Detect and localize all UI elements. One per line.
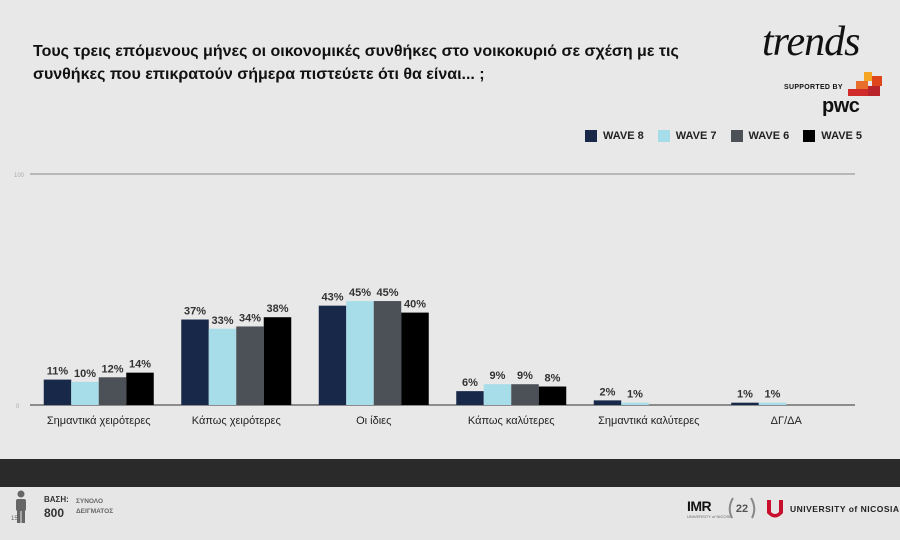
legend-label-wave6: WAVE 6 [748,130,790,142]
bar-wave-8 [456,391,484,405]
bar-wave-8 [731,402,759,405]
data-label: 6% [462,377,478,389]
bar-wave-6 [98,377,127,405]
footer-band [0,459,900,487]
bar-wave-6 [511,384,539,405]
university-nicosia-name: UNIVERSITY of NICOSIA [790,504,900,514]
data-label: 9% [490,370,506,382]
bar-wave-7 [208,328,237,405]
data-label: 1% [737,389,753,401]
data-label: 9% [517,370,533,382]
data-label: 2% [600,386,616,398]
page-number: 15 [11,516,18,522]
legend-swatch-wave6 [730,130,743,142]
category-label: Κάπως καλύτερες [468,415,555,427]
anniversary-number: 22 [736,503,748,515]
legend-item-wave5: WAVE 5 [803,130,862,142]
trends-logo: trends [762,19,860,65]
category-label: Σημαντικά χειρότερες [47,415,151,427]
data-label: 14% [129,359,151,371]
data-label: 11% [47,366,69,378]
y-tick-label: 0 [16,404,20,410]
data-label: 10% [74,368,96,380]
imr-subtitle: UNIVERSITY of NICOSIA [687,514,733,519]
base-description: ΣΥΝΟΛΟ ΔΕΙΓΜΑΤΟΣ [76,498,114,515]
laurel-anniversary-icon: 22 [728,497,756,519]
legend-label-wave5: WAVE 5 [821,130,863,142]
bar-wave-8 [318,305,347,405]
bar-wave-5 [401,312,429,405]
bar-wave-7 [621,402,649,405]
legend-item-wave7: WAVE 7 [657,130,717,142]
bar-wave-5 [538,386,567,405]
category-label: ΔΓ/ΔΑ [771,415,803,427]
bar-wave-5 [126,372,154,405]
legend-item-wave6: WAVE 6 [730,130,790,142]
data-label: 45% [376,287,398,299]
bar-wave-7 [483,384,512,405]
bar-wave-8 [593,400,622,405]
imr-logo: IMR [687,498,712,514]
pwc-logo-icon [848,72,882,96]
chart-legend: WAVE 8 WAVE 7 WAVE 6 WAVE 5 [585,130,862,142]
legend-label-wave8: WAVE 8 [603,130,644,142]
data-label: 40% [404,299,426,311]
bar-chart: 100 0 11% 10% 12% 14% Σημαντικά χειρότερες 37% 3… [14,173,855,427]
legend-swatch-wave8 [585,130,597,142]
data-label: 45% [349,287,371,299]
university-nicosia-icon [767,500,783,518]
category-label: Οι ίδιες [356,415,391,427]
category-label: Κάπως χειρότερες [192,415,281,427]
bar-wave-8 [43,379,72,405]
base-value: 800 [44,506,65,520]
bar-wave-7 [71,381,99,405]
person-icon [16,490,26,523]
data-label: 1% [765,389,781,401]
pwc-logo: pwc [822,95,860,117]
legend-label-wave7: WAVE 7 [675,130,717,142]
chart-title: Τους τρεις επόμενους μήνες οι οικονομικέ… [33,43,679,83]
bar-wave-6 [236,326,264,405]
data-label: 34% [239,312,261,324]
bar-wave-6 [373,301,402,405]
supported-by-label: SUPPORTED BY [784,84,843,91]
y-tick-label: 100 [14,173,25,179]
data-label: 37% [184,306,206,318]
category-label: Σημαντικά καλύτερες [598,415,699,427]
data-label: 12% [101,363,123,375]
bar-wave-7 [758,402,787,405]
bar-wave-5 [263,317,292,405]
footer [0,487,900,540]
legend-swatch-wave5 [803,130,816,142]
legend-item-wave8: WAVE 8 [585,130,644,142]
bar-wave-8 [181,319,209,405]
legend-swatch-wave7 [657,130,670,142]
base-label: ΒΑΣΗ: [44,495,69,504]
data-label: 43% [321,292,343,304]
data-label: 38% [266,303,288,315]
data-label: 8% [545,373,561,385]
data-label: 1% [627,389,643,401]
data-label: 33% [211,315,233,327]
bar-wave-7 [346,301,374,405]
